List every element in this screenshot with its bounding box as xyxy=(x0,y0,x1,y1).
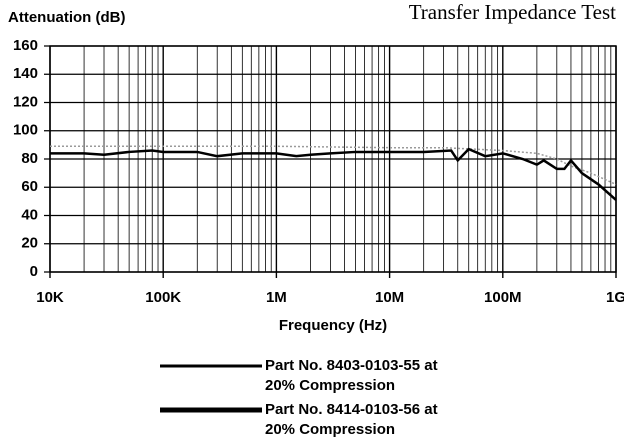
y-tick-label: 40 xyxy=(21,206,38,223)
chart-title: Transfer Impedance Test xyxy=(409,0,616,24)
x-tick-label: 1M xyxy=(266,289,287,306)
x-tick-label: 10M xyxy=(375,289,404,306)
series-line xyxy=(50,147,617,201)
y-tick-label: 60 xyxy=(21,178,38,195)
y-tick-label: 80 xyxy=(21,150,38,167)
y-tick-label: 120 xyxy=(13,93,38,110)
y-tick-label: 0 xyxy=(30,263,38,280)
legend-label: Part No. 8403-0103-55 at 20% Compression xyxy=(265,357,438,394)
y-tick-label: 100 xyxy=(13,122,38,139)
y-tick-label: 20 xyxy=(21,235,38,252)
y-tick-label: 140 xyxy=(13,65,38,82)
x-tick-label: 100M xyxy=(484,289,522,306)
x-tick-label: 100K xyxy=(145,289,181,306)
y-tick-label: 160 xyxy=(13,37,38,54)
legend-label: Part No. 8414-0103-56 at 20% Compression xyxy=(265,401,438,438)
x-tick-label: 10K xyxy=(36,289,64,306)
y-axis-label: Attenuation (dB) xyxy=(8,9,125,26)
x-tick-label: 1G xyxy=(606,289,624,306)
series-line xyxy=(50,145,617,186)
x-axis-label: Frequency (Hz) xyxy=(279,317,387,334)
plot-frame xyxy=(49,45,617,273)
